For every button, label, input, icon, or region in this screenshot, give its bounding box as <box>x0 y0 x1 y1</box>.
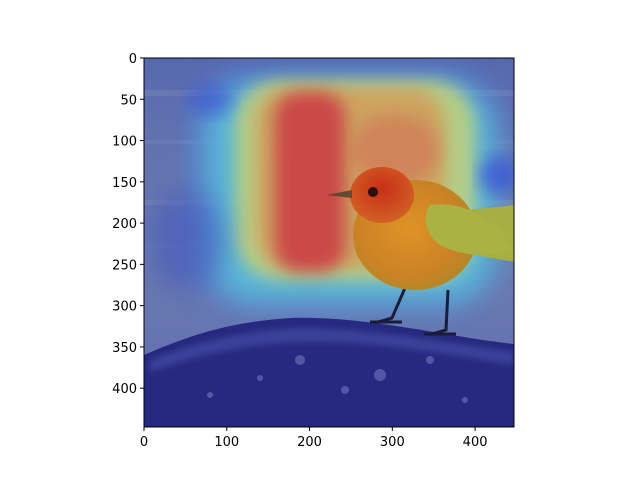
x-tick-label: 0 <box>140 435 148 450</box>
axes-frame <box>143 57 515 428</box>
y-tick-label: 400 <box>112 382 137 397</box>
x-tick-label: 400 <box>463 435 488 450</box>
image-area <box>144 58 514 427</box>
rock-texture <box>207 355 468 403</box>
y-tick-label: 250 <box>112 258 137 273</box>
y-tick-label: 150 <box>112 176 137 191</box>
y-tick-label: 50 <box>120 93 137 108</box>
x-axis: 0 100 200 300 400 <box>140 427 488 450</box>
y-tick-label: 350 <box>112 341 137 356</box>
y-tick-label: 100 <box>112 135 137 150</box>
y-tick-label: 0 <box>129 52 137 67</box>
x-tick-label: 100 <box>214 435 239 450</box>
y-axis: 0 50 100 150 200 250 300 350 400 <box>112 52 144 397</box>
y-tick-label: 200 <box>112 217 137 232</box>
y-tick-label: 300 <box>112 300 137 315</box>
bird <box>326 167 514 336</box>
x-tick-label: 300 <box>380 435 405 450</box>
x-tick-label: 200 <box>297 435 322 450</box>
